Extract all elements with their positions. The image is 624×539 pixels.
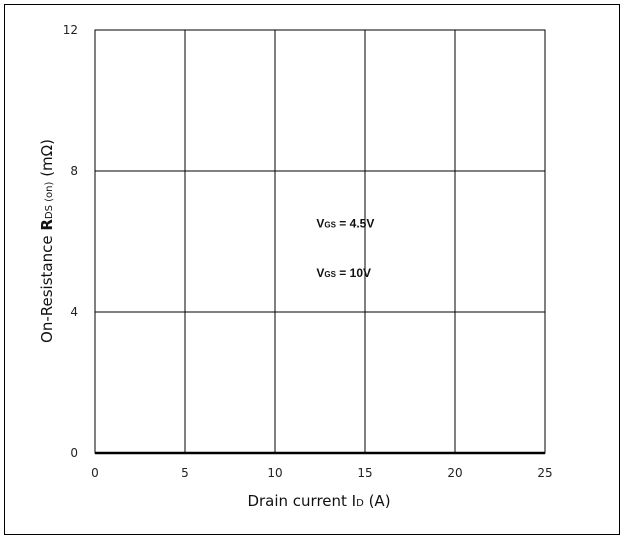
x-axis-title-subscript: D (356, 498, 364, 509)
y-tick-label-0: 0 (70, 446, 78, 460)
x-axis-title: Drain current ID (A) (247, 492, 390, 510)
x-tick-labels: 0 5 10 15 20 25 (91, 466, 552, 480)
vgs-symbol: V (316, 266, 324, 280)
x-axis-title-symbol: I (352, 492, 356, 510)
vgs-subscript: GS (324, 220, 336, 229)
chart-frame (4, 4, 620, 535)
x-tick-label-1: 5 (181, 466, 189, 480)
y-tick-label-1: 4 (70, 305, 78, 319)
x-tick-label-4: 20 (447, 466, 462, 480)
y-axis-title-pre: On-Resistance (38, 231, 56, 343)
y-axis-title: On-Resistance RDS (on) (mΩ) (38, 139, 56, 343)
y-axis-title-subscript: DS (on) (44, 181, 55, 219)
x-tick-label-5: 25 (537, 466, 552, 480)
x-tick-label-2: 10 (267, 466, 282, 480)
x-tick-label-0: 0 (91, 466, 99, 480)
y-axis-title-symbol: R (38, 219, 56, 231)
x-tick-label-3: 15 (357, 466, 372, 480)
y-tick-labels: 0 4 8 12 (63, 23, 78, 460)
vgs-value: = 10V (336, 266, 371, 280)
grid-lines (94, 29, 546, 455)
vgs-subscript: GS (324, 270, 336, 279)
y-axis-title-post: (mΩ) (38, 139, 56, 182)
vgs-symbol: V (316, 216, 324, 230)
x-axis-title-post: (A) (364, 492, 391, 510)
vgs-annotation-1: VGS = 10V (316, 266, 371, 280)
y-tick-label-3: 12 (63, 23, 78, 37)
y-tick-label-2: 8 (70, 164, 78, 178)
x-axis-title-pre: Drain current (247, 492, 351, 510)
vgs-value: = 4.5V (336, 216, 374, 230)
vgs-annotation-0: VGS = 4.5V (316, 216, 374, 230)
plot-area-border (94, 29, 546, 454)
